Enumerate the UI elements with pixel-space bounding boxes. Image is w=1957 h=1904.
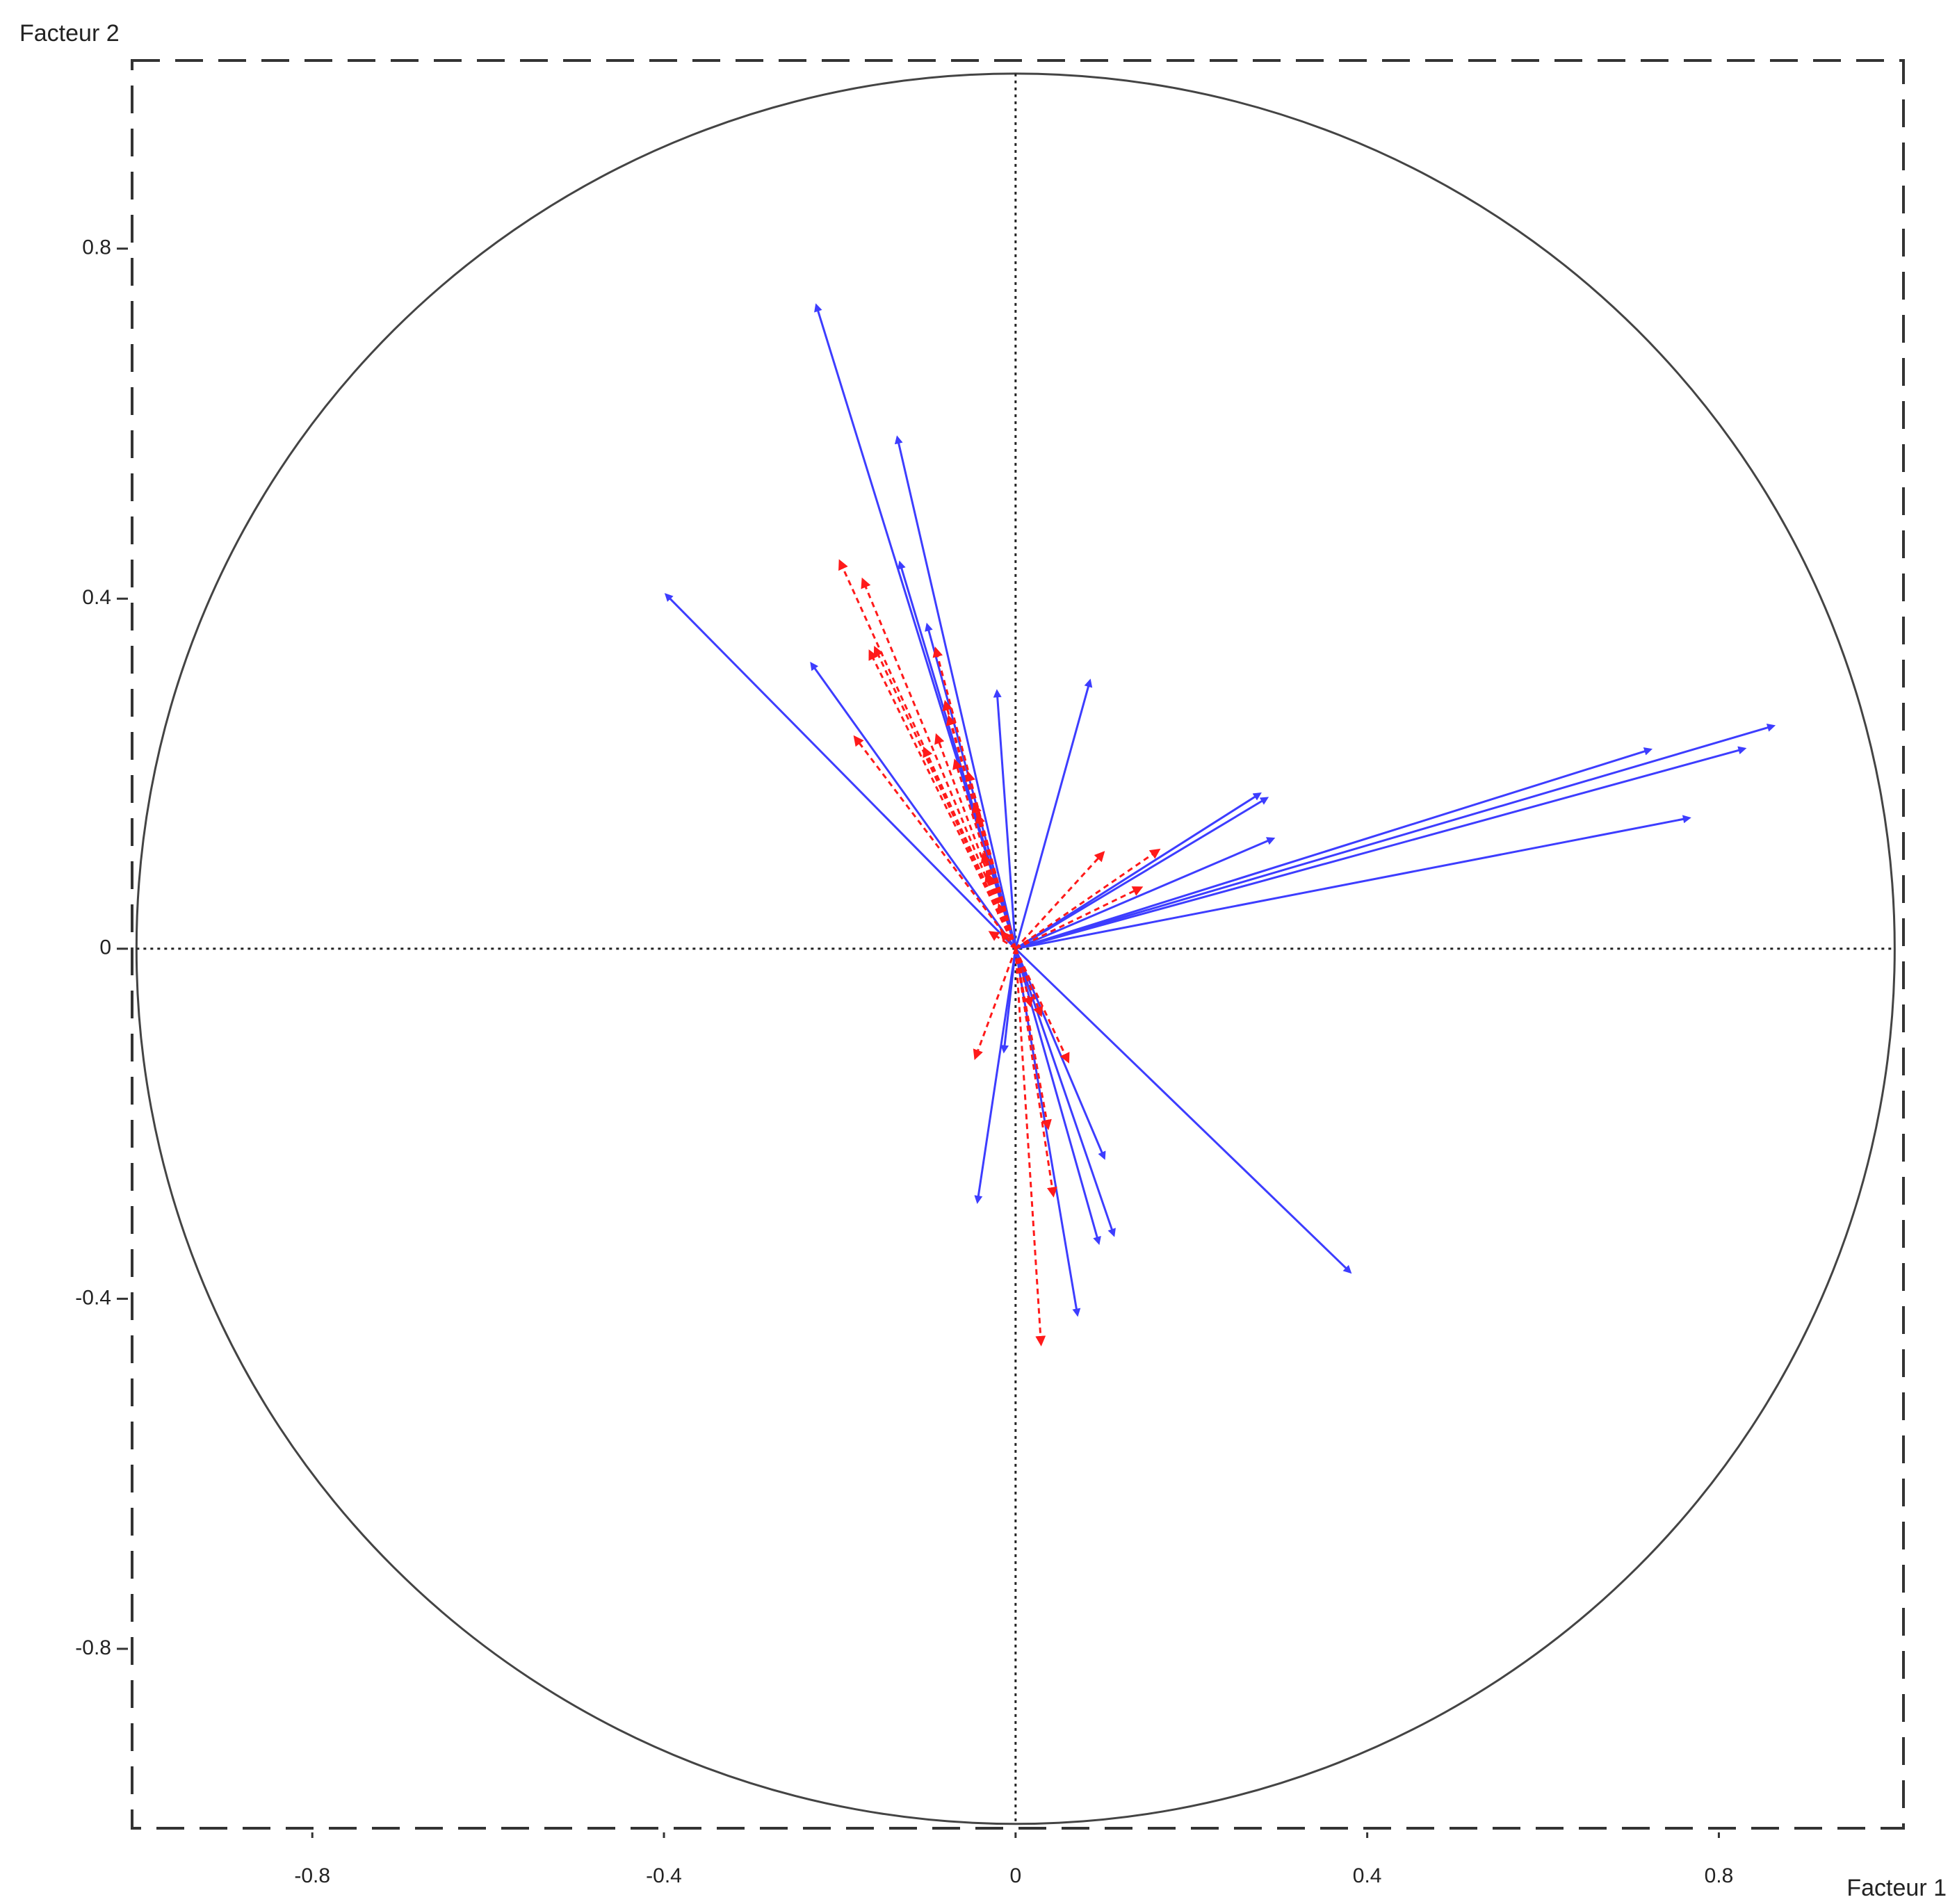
vector — [894, 435, 1017, 950]
y-tick-label: -0.8 — [75, 1636, 111, 1659]
vector — [1015, 797, 1269, 950]
vector — [1000, 948, 1017, 1054]
vector — [1014, 948, 1116, 1237]
dashed-vector — [1014, 948, 1046, 1346]
dashed-vector — [868, 649, 1017, 950]
x-tick-label: 0 — [1009, 1864, 1021, 1887]
plot-frame — [131, 59, 1905, 1830]
dashed-vector — [934, 733, 1017, 950]
vector — [1015, 792, 1262, 950]
vector — [1014, 948, 1106, 1160]
dashed-vector — [980, 852, 1017, 950]
dashed-vector — [1000, 930, 1016, 950]
dashed-vector — [853, 735, 1017, 950]
vector — [810, 662, 1017, 950]
dashed-vector — [975, 813, 1017, 950]
x-axis-label: Facteur 1 — [1846, 1875, 1947, 1901]
x-tick-label: 0.8 — [1705, 1864, 1734, 1887]
dashed-vector — [1014, 948, 1070, 1064]
vector — [993, 689, 1017, 949]
dashed-vector — [873, 646, 1017, 950]
dashed-vector — [1014, 948, 1057, 1198]
vector — [974, 948, 1017, 1205]
vector — [664, 593, 1016, 950]
vector — [1015, 815, 1691, 950]
x-tick-label: -0.8 — [294, 1864, 330, 1887]
vector — [1015, 746, 1747, 950]
dashed-vector — [923, 746, 1017, 950]
x-tick-label: -0.4 — [646, 1864, 682, 1887]
y-tick-label: 0.4 — [82, 586, 111, 609]
dashed-vector — [861, 577, 1017, 950]
vector — [1015, 837, 1276, 950]
vector — [898, 560, 1017, 950]
vector — [1014, 678, 1093, 950]
y-tick-label: 0 — [99, 936, 111, 959]
y-tick-label: 0.8 — [82, 236, 111, 259]
dashed-vector — [997, 903, 1017, 950]
y-tick-label: -0.4 — [75, 1286, 111, 1309]
vector — [1014, 947, 1352, 1274]
dashed-vector — [1015, 886, 1144, 950]
vector — [1015, 747, 1653, 950]
x-tick-label: 0.4 — [1353, 1864, 1382, 1887]
vector — [1015, 723, 1776, 950]
dashed-vector — [1014, 851, 1105, 950]
y-axis-label: Facteur 2 — [19, 20, 120, 47]
